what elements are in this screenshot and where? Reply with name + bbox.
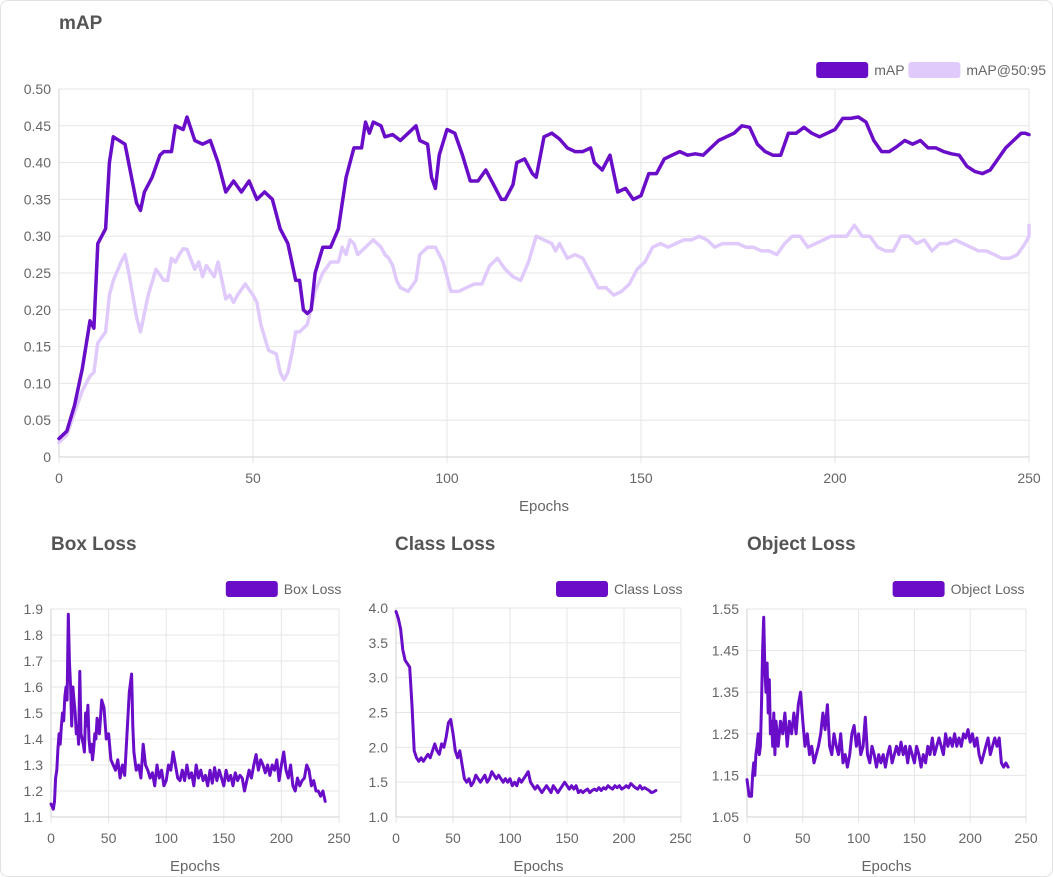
y-tick-label: 0.20 — [24, 302, 51, 318]
y-tick-label: 0.40 — [24, 155, 51, 171]
y-tick-label: 0.50 — [24, 81, 51, 97]
y-tick-label: 0.10 — [24, 375, 51, 391]
y-tick-label: 1.2 — [24, 783, 44, 799]
series-line-map — [57, 115, 1031, 441]
box-loss-chart-title: Box Loss — [51, 534, 137, 555]
y-tick-label: 0.05 — [24, 412, 51, 428]
x-tick-label: 0 — [743, 830, 751, 846]
class-loss-chart-title: Class Loss — [395, 534, 496, 555]
legend-label: Box Loss — [284, 581, 342, 597]
box-loss-chart: 1.1 1.2 1.3 1.4 1.5 1.6 1.7 1.8 1.9 0 50 100 150 200 2… — [24, 581, 351, 875]
map-chart-title: mAP — [59, 13, 103, 34]
x-tick-label: 200 — [270, 830, 294, 846]
map-chart: 0 0.05 0.10 0.15 0.20 0.25 0.30 0.35 0.40 0.45 0.5… — [24, 62, 1046, 515]
x-tick-label: 0 — [392, 830, 400, 846]
y-tick-label: 0.35 — [24, 191, 51, 207]
class-loss-chart: 1.0 1.5 2.0 2.5 3.0 3.5 4.0 0 50 100 150 200 250 Epoc… — [369, 581, 691, 875]
legend-swatch — [556, 581, 608, 597]
y-tick-label: 4.0 — [369, 600, 389, 616]
object-loss-chart: 1.05 1.15 1.25 1.35 1.45 1.55 0 50 100 150 200 250 E… — [712, 581, 1038, 875]
x-tick-label: 250 — [1014, 830, 1038, 846]
x-tick-label: 150 — [903, 830, 927, 846]
y-tick-label: 3.5 — [369, 635, 389, 651]
legend-swatch — [908, 62, 961, 78]
x-tick-label: 150 — [555, 830, 579, 846]
y-tick-label: 1.8 — [24, 627, 44, 643]
legend-label: Class Loss — [614, 581, 682, 597]
x-tick-label: 250 — [1017, 470, 1041, 486]
x-axis-label: Epochs — [519, 498, 569, 515]
x-axis-label: Epochs — [170, 858, 220, 875]
x-tick-label: 150 — [212, 830, 236, 846]
y-tick-label: 1.0 — [369, 809, 389, 825]
series-line-class-loss — [394, 610, 658, 795]
x-tick-label: 250 — [327, 830, 351, 846]
y-tick-label: 2.5 — [369, 705, 389, 721]
legend-swatch — [225, 581, 278, 597]
y-tick-label: 0 — [43, 449, 51, 465]
y-tick-label: 1.15 — [712, 767, 739, 783]
y-tick-label: 1.7 — [24, 653, 44, 669]
series-line-object-loss — [745, 615, 1010, 798]
y-tick-label: 1.3 — [24, 757, 44, 773]
x-tick-label: 200 — [959, 830, 983, 846]
x-tick-label: 50 — [245, 470, 261, 486]
series-line-map-50-95 — [57, 223, 1031, 445]
legend-label: mAP — [874, 62, 904, 78]
y-tick-label: 1.25 — [712, 726, 739, 742]
legend-label: mAP@50:95 — [966, 62, 1046, 78]
y-tick-label: 0.15 — [24, 339, 51, 355]
y-tick-label: 1.1 — [24, 809, 44, 825]
series-line-box-loss — [49, 612, 327, 811]
y-tick-label: 1.5 — [369, 774, 389, 790]
x-axis-label: Epochs — [513, 858, 563, 875]
x-tick-label: 50 — [445, 830, 461, 846]
y-tick-label: 1.45 — [712, 643, 739, 659]
x-axis-label: Epochs — [861, 858, 911, 875]
x-tick-label: 100 — [155, 830, 179, 846]
y-tick-label: 2.0 — [369, 739, 389, 755]
x-tick-label: 0 — [55, 470, 63, 486]
x-tick-label: 100 — [435, 470, 459, 486]
x-tick-label: 100 — [847, 830, 871, 846]
x-tick-label: 50 — [101, 830, 117, 846]
legend-swatch — [892, 581, 945, 597]
y-tick-label: 1.4 — [24, 731, 44, 747]
x-tick-label: 0 — [47, 830, 55, 846]
x-tick-label: 250 — [669, 830, 691, 846]
object-loss-chart-title: Object Loss — [747, 534, 856, 555]
legend-label: Object Loss — [951, 581, 1025, 597]
y-tick-label: 1.9 — [24, 601, 44, 617]
y-tick-label: 1.6 — [24, 679, 44, 695]
y-tick-label: 0.25 — [24, 265, 51, 281]
legend-swatch — [816, 62, 869, 78]
x-tick-label: 100 — [498, 830, 522, 846]
y-tick-label: 1.05 — [712, 809, 739, 825]
y-tick-label: 1.35 — [712, 684, 739, 700]
y-tick-label: 1.5 — [24, 705, 44, 721]
y-tick-label: 3.0 — [369, 670, 389, 686]
x-tick-label: 200 — [612, 830, 636, 846]
y-tick-label: 0.45 — [24, 118, 51, 134]
x-tick-label: 200 — [823, 470, 847, 486]
y-tick-label: 1.55 — [712, 601, 739, 617]
y-tick-label: 0.30 — [24, 228, 51, 244]
x-tick-label: 150 — [629, 470, 653, 486]
x-tick-label: 50 — [795, 830, 811, 846]
